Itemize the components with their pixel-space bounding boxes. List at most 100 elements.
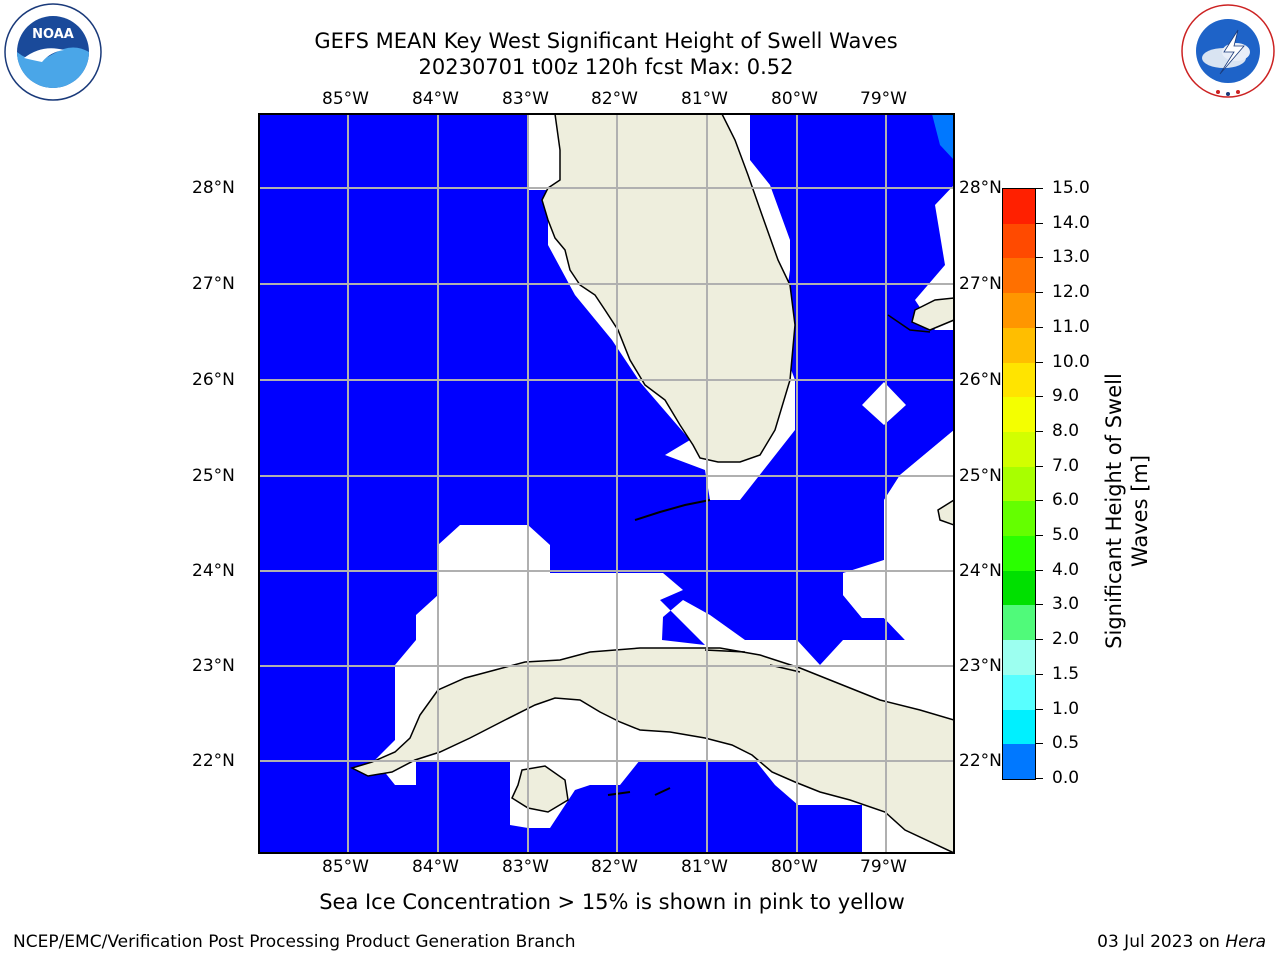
colorbar-tick-mark [1035,569,1043,571]
colorbar-tick-label: 1.5 [1052,663,1080,684]
lat-label-right: 24°N [959,561,1002,581]
colorbar-tick-label: 15.0 [1052,178,1090,198]
title-line-1: GEFS MEAN Key West Significant Height of… [314,29,898,53]
footer-machine: Hera [1225,932,1266,952]
colorbar-tick-label: 6.0 [1052,490,1080,511]
colorbar-tick-label: 13.0 [1052,247,1090,268]
lon-label-bottom: 81°W [681,857,728,877]
colorbar-tick-mark [1035,500,1043,502]
lat-label-left: 28°N [192,178,235,198]
lat-label-right: 22°N [959,751,1002,771]
colorbar-tick-mark [1035,222,1043,224]
lat-label-right: 25°N [959,466,1002,486]
lat-label-left: 24°N [192,561,235,581]
lon-label-bottom: 83°W [502,857,549,877]
colorbar-tick-label: 0.0 [1052,768,1080,788]
graticule [259,114,954,853]
colorbar-segment [1003,605,1035,641]
colorbar-tick-mark [1035,778,1043,779]
colorbar-tick-label: 14.0 [1052,212,1090,233]
lon-label-top: 81°W [681,89,728,109]
title-line-2: 20230701 t00z 120h fcst Max: 0.52 [418,55,794,79]
colorbar-tick-mark [1035,743,1043,745]
lon-label-top: 82°W [591,89,638,109]
lat-label-left: 26°N [192,370,235,390]
lon-label-bottom: 84°W [412,857,459,877]
colorbar-tick-label: 2.0 [1052,629,1080,650]
cuba-land [349,647,954,853]
colorbar-tick-label: 0.5 [1052,733,1080,754]
colorbar-tick-mark [1035,708,1043,710]
colorbar-tick-mark [1035,292,1043,294]
colorbar-segment [1003,709,1035,745]
colorbar-tick-mark [1035,188,1043,189]
lat-label-left: 23°N [192,656,235,676]
footer-date: 03 Jul 2023 on Hera [1097,932,1266,952]
footer-branch: NCEP/EMC/Verification Post Processing Pr… [13,932,576,952]
colorbar-segment [1003,431,1035,468]
colorbar-segment [1003,258,1035,294]
colorbar-segment [1003,293,1035,329]
lon-label-bottom: 82°W [591,857,638,877]
lon-label-top: 84°W [412,89,459,109]
colorbar-tick-mark [1035,396,1043,398]
lat-label-right: 23°N [959,656,1002,676]
swell-field [259,114,954,853]
colorbar-segment [1003,536,1035,572]
lon-label-top: 79°W [860,89,907,109]
colorbar-tick-mark [1035,673,1043,675]
colorbar-segment [1003,362,1035,398]
colorbar-tick-mark [1035,361,1043,363]
lon-label-bottom: 85°W [322,857,369,877]
colorbar-segment [1003,744,1035,780]
colorbar-segment [1003,674,1035,711]
lat-label-right: 26°N [959,370,1002,390]
noaa-logo-text: NOAA [32,27,74,42]
colorbar-tick-label: 1.0 [1052,698,1080,719]
colorbar-tick-label: 3.0 [1052,594,1080,615]
colorbar-tick-label: 7.0 [1052,455,1080,476]
lat-label-right: 28°N [959,178,1002,198]
isla-juventud [511,765,569,813]
colorbar-segment [1003,327,1035,364]
colorbar-title-line-2: Waves [m] [1128,454,1152,568]
lat-label-right: 27°N [959,274,1002,294]
florida-land [541,114,796,463]
lat-label-left: 25°N [192,466,235,486]
lon-label-bottom: 80°W [771,857,818,877]
colorbar-title-line-1: Significant Height of Swell [1102,373,1126,649]
colorbar-tick-label: 9.0 [1052,386,1080,407]
noaa-logo: NOAA [4,3,102,101]
colorbar-tick-mark [1035,535,1043,537]
lon-label-top: 85°W [322,89,369,109]
lon-label-bottom: 79°W [860,857,907,877]
lon-label-top: 80°W [771,89,818,109]
colorbar-tick-mark [1035,639,1043,641]
colorbar-tick-mark [1035,604,1043,606]
lon-label-top: 83°W [502,89,549,109]
colorbar-tick-label: 10.0 [1052,351,1090,372]
colorbar-tick-mark [1035,257,1043,259]
colorbar-segment [1003,640,1035,676]
colorbar [1002,188,1036,780]
map-frame [258,113,955,854]
colorbar-segment [1003,223,1035,259]
colorbar-tick-label: 4.0 [1052,559,1080,580]
colorbar-segment [1003,570,1035,606]
colorbar-tick-mark [1035,430,1043,432]
lat-label-left: 27°N [192,274,235,294]
colorbar-segment [1003,189,1035,225]
colorbar-tick-mark [1035,326,1043,328]
colorbar-segment [1003,466,1035,502]
colorbar-tick-label: 8.0 [1052,420,1080,441]
colorbar-tick-mark [1035,465,1043,467]
colorbar-segment [1003,397,1035,433]
colorbar-tick-label: 11.0 [1052,316,1090,337]
colorbar-tick-label: 12.0 [1052,282,1090,303]
colorbar-tick-label: 5.0 [1052,525,1080,546]
colorbar-segment [1003,501,1035,537]
lat-label-left: 22°N [192,751,235,771]
colorbar-title: Significant Height of Swell Waves [m] [1101,331,1153,691]
footer-date-text: 03 Jul 2023 on [1097,932,1226,952]
